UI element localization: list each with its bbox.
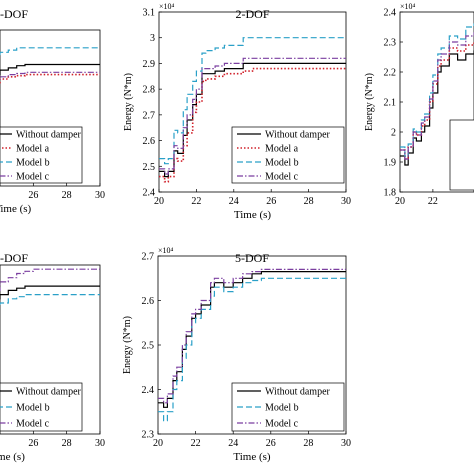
- y-tick-label: 3.1: [143, 8, 156, 19]
- chart-title: 2-DOF: [235, 7, 269, 21]
- x-tick-label: 28: [303, 438, 313, 449]
- y-tick-label: 2.5: [142, 341, 155, 352]
- plot-frame: [158, 11, 347, 193]
- y-tick-label: 2.5: [143, 162, 156, 173]
- x-tick-label: 28: [304, 196, 314, 207]
- x-tick-label: 24: [228, 438, 238, 449]
- x-tick-label: 26: [266, 438, 276, 449]
- x-tick-label: 22: [191, 438, 201, 449]
- y-tick-label: 1.8: [384, 188, 397, 199]
- chart-panel-5: 20 22 24 26 28 30 2.3 2.4 2.5 2.6 2.7×10⁴ Energy (N…: [122, 246, 351, 463]
- x-tick-label: 22: [191, 196, 201, 207]
- y-tick-label: 2.4: [142, 385, 155, 396]
- y-tick-label: 3: [150, 33, 155, 44]
- x-tick-label: 20: [395, 196, 405, 207]
- y-tick-label: 2.6: [142, 296, 155, 307]
- series-line-model-b: [0, 47, 100, 56]
- legend: Without damper Model a Model b Model c: [231, 126, 345, 184]
- x-tick-label: 30: [95, 438, 105, 449]
- x-axis-label: Time (s): [234, 209, 272, 221]
- y-exponent: ×10⁴: [400, 2, 416, 11]
- x-tick-label: 22: [428, 196, 438, 207]
- x-tick-label: 26: [28, 190, 38, 201]
- x-tick-label: 26: [28, 438, 38, 449]
- chart-title: 5-DOF: [235, 251, 269, 265]
- legend: Without damper Model a Model b Model c: [0, 126, 83, 184]
- chart-panel-4: 26 28 30 ime (s) -DOF Without damper Model b Mo…: [0, 251, 105, 463]
- series-line-without-damper: [158, 271, 346, 408]
- x-tick-label: 30: [95, 190, 105, 201]
- x-tick-label: 20: [153, 438, 163, 449]
- y-tick-label: 2.7: [142, 252, 155, 263]
- x-tick-label: 20: [154, 196, 164, 207]
- legend: Without damper Model b Model c: [231, 382, 345, 432]
- series-line-model-b: [158, 277, 346, 422]
- legend-label: Model a: [16, 144, 50, 155]
- chart-title: -DOF: [0, 251, 28, 265]
- series-line-model-c: [0, 268, 100, 291]
- legend-label: Without damper: [265, 130, 331, 141]
- series-line-model-b: [159, 37, 346, 165]
- legend-label: Model c: [16, 172, 50, 183]
- x-tick-label: 28: [62, 438, 72, 449]
- series-line-model-c: [159, 57, 346, 175]
- chart-panel-1: 26 28 30 Time (s) -DOF Without damper Model a M…: [0, 7, 105, 215]
- y-tick-label: 2.2: [384, 68, 397, 79]
- legend-box: [0, 382, 83, 432]
- legend-label: Model b: [265, 158, 299, 169]
- legend-label: Model c: [16, 419, 50, 430]
- y-axis-label: Energy (N*m): [123, 73, 134, 131]
- series-line-model-c: [158, 268, 346, 404]
- plot-frame: [0, 29, 101, 187]
- y-tick-label: 2: [391, 128, 396, 139]
- series-line-model-b: [0, 294, 100, 308]
- y-tick-label: 2.7: [143, 110, 156, 121]
- legend-box: [231, 126, 345, 184]
- legend-box: [449, 119, 474, 191]
- legend-label: Model b: [16, 403, 50, 414]
- y-tick-label: 2.4: [143, 188, 156, 199]
- y-axis-label: Energy (N*m): [122, 316, 133, 374]
- y-exponent: ×10⁴: [159, 2, 175, 11]
- legend: Without damper Model b Model c: [0, 382, 83, 432]
- y-tick-label: 2.9: [143, 59, 156, 70]
- x-tick-label: 24: [229, 196, 239, 207]
- y-tick-label: 2.3: [142, 430, 155, 441]
- legend-label: Without damper: [16, 387, 82, 398]
- x-axis-label: Time (s): [0, 203, 32, 215]
- y-axis-label: Energy (N*m): [364, 73, 375, 131]
- plot-frame: [0, 264, 101, 435]
- y-tick-label: 2.3: [384, 38, 397, 49]
- legend-label: Without damper: [265, 387, 331, 398]
- y-tick-label: 2.8: [143, 85, 156, 96]
- y-tick-label: 1.9: [384, 158, 397, 169]
- legend-box: [0, 126, 83, 184]
- x-tick-label: 30: [341, 438, 351, 449]
- x-tick-label: 26: [266, 196, 276, 207]
- x-axis-label: ime (s): [0, 451, 25, 463]
- series-line-without-damper: [0, 63, 100, 76]
- x-tick-label: 30: [341, 196, 351, 207]
- y-exponent: ×10⁴: [158, 246, 174, 255]
- legend-label: Model b: [265, 403, 299, 414]
- y-tick-label: 2.1: [384, 98, 397, 109]
- chart-panel-3: 20 22 1.8 1.9 2 2.1 2.2 2.3 2.4×10⁴ Energy (N*m): [364, 2, 474, 207]
- series-line-model-c: [400, 32, 474, 160]
- chart-title: -DOF: [0, 7, 28, 21]
- legend-label: Model a: [265, 144, 299, 155]
- x-axis-label: Time (s): [233, 451, 271, 463]
- legend-label: Model c: [265, 419, 299, 430]
- legend-label: Without damper: [16, 130, 82, 141]
- chart-panel-2: 20 22 24 26 28 30 2.4 2.5 2.6 2.7 2.8 2.9 3 3.1×10⁴ En…: [123, 2, 351, 221]
- y-tick-label: 2.4: [384, 8, 397, 19]
- y-tick-label: 2.6: [143, 136, 156, 147]
- legend-label: Model c: [265, 172, 299, 183]
- series-line-without-damper: [0, 285, 100, 300]
- x-tick-label: 28: [62, 190, 72, 201]
- legend-label: Model b: [16, 158, 50, 169]
